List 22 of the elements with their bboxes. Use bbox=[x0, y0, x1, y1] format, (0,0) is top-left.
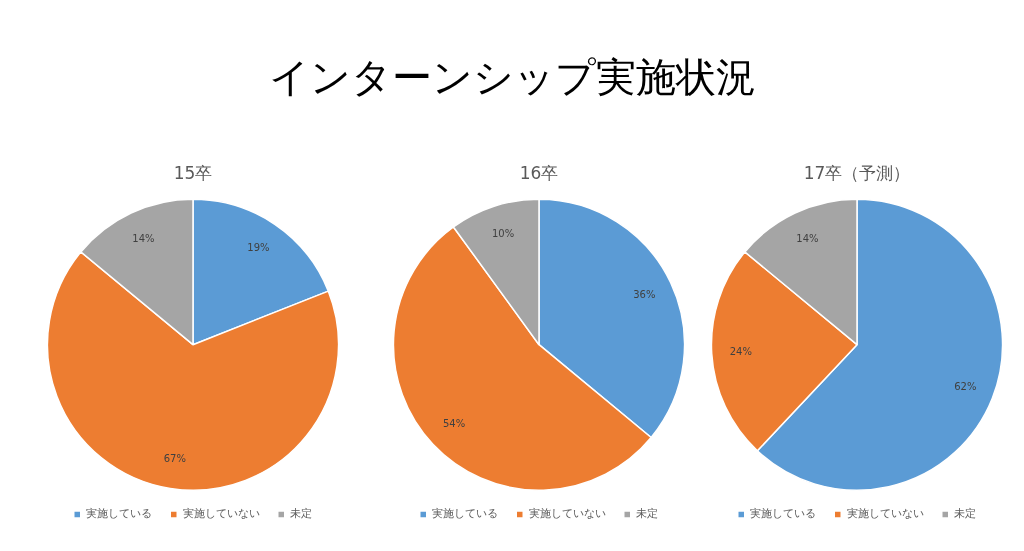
legend-label: 未定 bbox=[954, 507, 977, 521]
data-label: 10% bbox=[491, 227, 515, 239]
data-label: 14% bbox=[132, 232, 155, 244]
legend-label: 実施していない bbox=[528, 507, 606, 521]
legend-label: 実施している bbox=[86, 507, 153, 521]
data-label: 54% bbox=[443, 418, 466, 429]
legend-label: 実施していない bbox=[182, 507, 260, 521]
data-label: 62% bbox=[954, 381, 977, 393]
data-label: 24% bbox=[729, 345, 752, 357]
data-label: 19% bbox=[247, 241, 270, 253]
data-label: 67% bbox=[163, 453, 186, 465]
chart-title: 17卒（予測） bbox=[803, 162, 911, 183]
legend-label: 実施している bbox=[750, 507, 817, 521]
data-label: 36% bbox=[633, 288, 656, 300]
legend-label: 未定 bbox=[290, 507, 313, 521]
chart-title: 15卒 bbox=[173, 162, 213, 183]
legend-label: 実施している bbox=[432, 507, 499, 521]
legend-label: 実施していない bbox=[846, 507, 924, 521]
chart-title: 16卒 bbox=[519, 162, 559, 183]
data-label: 14% bbox=[796, 232, 819, 244]
text: インターンシップ実施状況 bbox=[267, 53, 757, 102]
legend-label: 未定 bbox=[636, 507, 659, 521]
